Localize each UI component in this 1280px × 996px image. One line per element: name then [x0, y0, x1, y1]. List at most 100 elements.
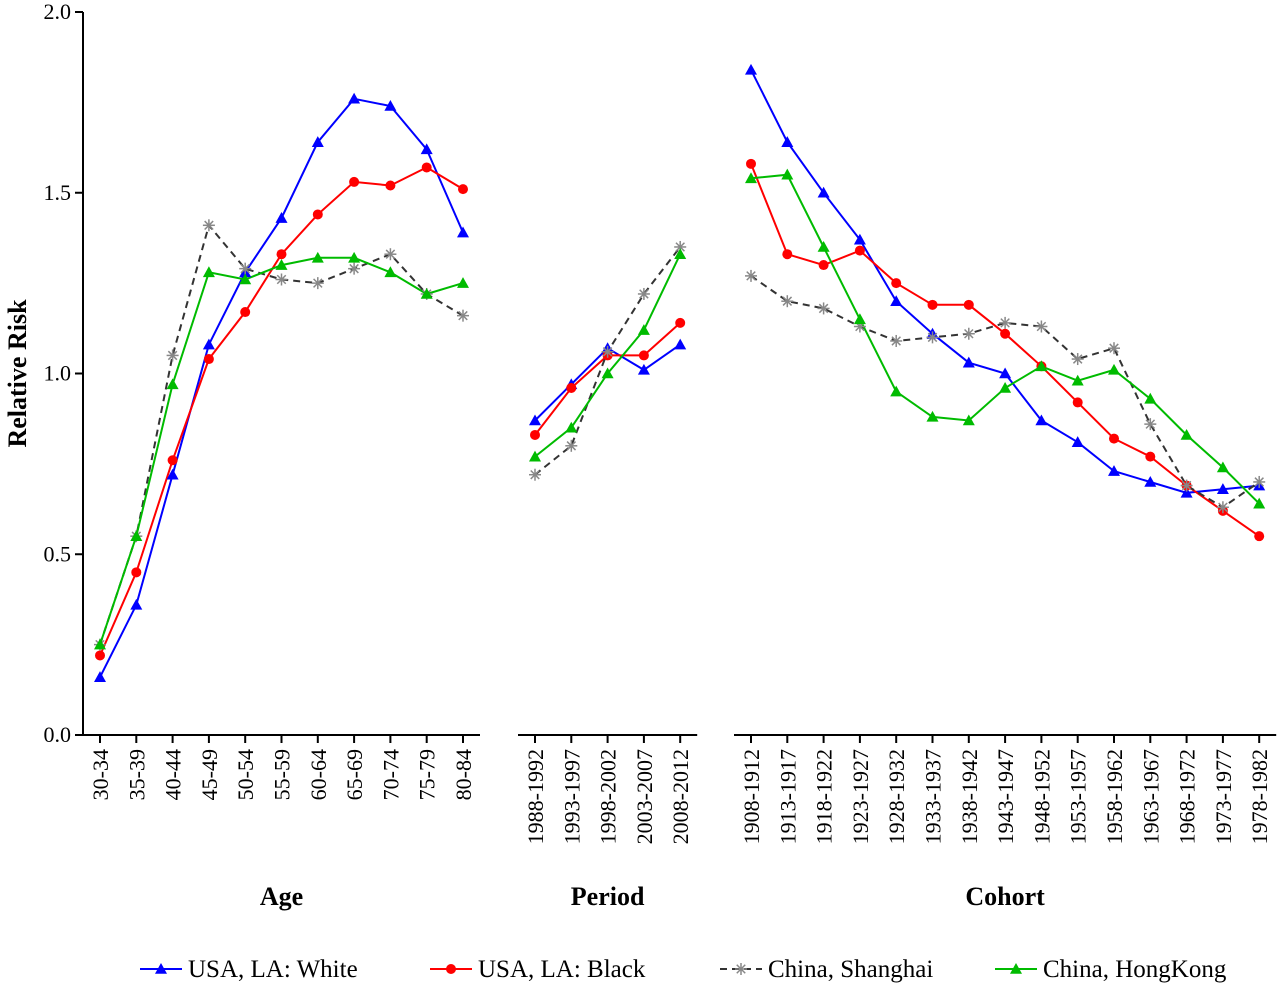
series-line-usa-la-black: [534, 322, 681, 436]
legend: USA, LA: White USA, LA: Black China, Shang…: [140, 956, 1227, 983]
series-line-usa-la-white: [750, 69, 1260, 494]
data-point-china-hongkong: [999, 381, 1012, 393]
data-point-china-shanghai: [275, 273, 288, 286]
x-tick-label: 1943-1947: [993, 749, 1018, 844]
data-point-usa-la-black: [240, 307, 251, 318]
x-tick-label: 80-84: [451, 749, 476, 800]
data-point-usa-la-black: [675, 317, 686, 328]
data-point-usa-la-black: [1254, 531, 1265, 542]
data-point-usa-la-white: [457, 226, 469, 238]
data-point-china-hongkong: [348, 251, 361, 263]
series-line-usa-la-black: [99, 166, 464, 656]
data-point-china-shanghai: [1180, 479, 1193, 492]
data-point-china-shanghai: [202, 219, 215, 232]
data-point-usa-la-white: [166, 468, 179, 480]
legend-item: China, Shanghai: [720, 956, 933, 983]
data-point-china-shanghai: [384, 248, 397, 261]
legend-item: USA, LA: Black: [430, 956, 646, 983]
data-point-china-shanghai: [565, 439, 578, 452]
data-point-china-hongkong: [94, 638, 106, 650]
data-point-usa-la-white: [1144, 475, 1157, 487]
x-tick-label: 1928-1932: [884, 749, 909, 844]
data-point-china-hongkong: [529, 450, 541, 462]
legend-marker: [1010, 963, 1022, 974]
data-point-china-hongkong: [745, 172, 757, 184]
data-point-china-shanghai: [529, 468, 541, 481]
data-point-usa-la-white: [637, 363, 650, 375]
data-point-china-shanghai: [674, 240, 687, 253]
series-line-china-hongkong: [99, 256, 464, 645]
data-point-china-hongkong: [962, 414, 975, 426]
x-tick-label: 1993-1997: [559, 749, 584, 844]
legend-label: China, HongKong: [1043, 956, 1227, 983]
data-point-china-hongkong: [130, 530, 143, 541]
x-tick-label: 1973-1977: [1211, 749, 1236, 844]
data-point-usa-la-white: [781, 136, 794, 147]
x-tick-label: 50-54: [233, 749, 258, 800]
x-tick-label: 35-39: [124, 749, 149, 800]
data-point-usa-la-black: [746, 158, 756, 169]
data-point-usa-la-white: [275, 212, 288, 223]
legend-item: USA, LA: White: [140, 956, 358, 983]
data-point-usa-la-white: [890, 295, 903, 306]
legend-marker: [155, 963, 167, 974]
x-tick-label: 60-64: [306, 749, 331, 800]
y-tick-label: 1.0: [44, 361, 72, 386]
data-point-china-hongkong: [565, 421, 578, 433]
data-point-usa-la-black: [349, 176, 360, 187]
x-tick-label: 1998-2002: [596, 749, 621, 844]
data-point-usa-la-black: [312, 209, 323, 220]
data-point-china-hongkong: [420, 287, 433, 299]
x-tick-label: 1908-1912: [739, 749, 764, 844]
data-point-china-shanghai: [926, 331, 939, 344]
data-point-usa-la-black: [891, 278, 902, 289]
x-tick-label: 1963-1967: [1138, 749, 1163, 844]
x-tick-label: 70-74: [378, 749, 403, 800]
y-tick-label: 2.0: [44, 0, 72, 24]
x-tick-labels: 30-34 35-39 40-44 45-49 50-54 55-59 60-64 65-69…: [88, 749, 1272, 911]
x-tick-label: 75-79: [415, 749, 440, 800]
data-point-china-hongkong: [781, 168, 794, 180]
data-point-china-shanghai: [1253, 475, 1266, 488]
y-tick-label: 1.5: [44, 180, 72, 205]
x-tick-label: 55-59: [270, 749, 295, 800]
data-point-china-hongkong: [311, 251, 324, 263]
data-point-usa-la-black: [1145, 451, 1156, 462]
x-tick-label: 30-34: [88, 749, 113, 800]
data-point-china-hongkong: [384, 266, 397, 278]
data-point-usa-la-white: [94, 671, 106, 682]
data-point-usa-la-black: [638, 350, 649, 361]
data-point-usa-la-white: [1108, 465, 1120, 476]
data-point-china-shanghai: [999, 316, 1012, 329]
x-tick-label: 1958-1962: [1102, 749, 1127, 844]
legend-marker: [735, 963, 747, 975]
x-tick-label: 1923-1927: [848, 749, 873, 844]
x-tick-label: 1938-1942: [957, 749, 982, 844]
data-point-usa-la-black: [167, 455, 178, 466]
group-title: Age: [260, 882, 303, 911]
data-point-usa-la-white: [420, 143, 433, 155]
data-point-china-hongkong: [457, 277, 469, 288]
data-point-usa-la-white: [1071, 436, 1084, 447]
data-point-usa-la-black: [818, 260, 829, 271]
data-point-usa-la-black: [1000, 328, 1011, 339]
data-point-china-hongkong: [1180, 428, 1193, 440]
data-point-usa-la-white: [962, 356, 975, 368]
data-point-usa-la-black: [95, 650, 105, 661]
data-point-china-shanghai: [1144, 418, 1157, 431]
legend-marker: [446, 964, 456, 974]
data-point-china-shanghai: [745, 269, 757, 282]
data-point-usa-la-black: [203, 354, 214, 365]
data-point-usa-la-black: [421, 162, 432, 173]
data-point-china-shanghai: [890, 334, 903, 347]
y-tick-label: 0.5: [44, 541, 72, 566]
data-point-usa-la-white: [202, 338, 215, 350]
data-point-usa-la-black: [566, 382, 577, 393]
data-point-usa-la-white: [311, 136, 324, 147]
data-point-china-hongkong: [674, 248, 687, 260]
data-point-china-hongkong: [817, 240, 830, 252]
data-point-china-shanghai: [1071, 353, 1084, 366]
x-tick-label: 1948-1952: [1029, 749, 1054, 844]
data-point-usa-la-white: [529, 414, 541, 426]
data-point-usa-la-white: [817, 186, 830, 198]
